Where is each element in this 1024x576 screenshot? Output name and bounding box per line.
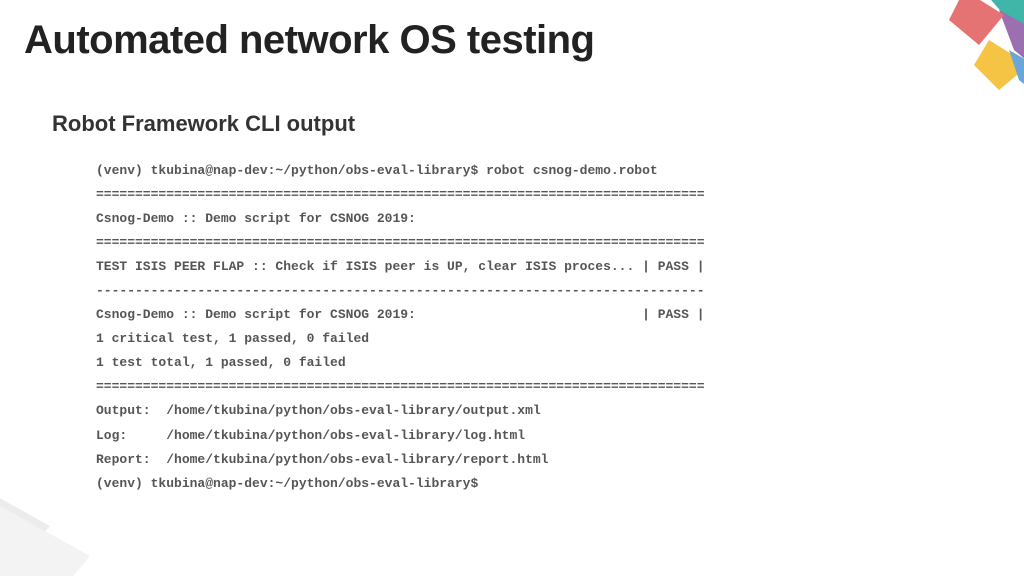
- cli-output-block: (venv) tkubina@nap-dev:~/python/obs-eval…: [96, 159, 1000, 496]
- cli-line: (venv) tkubina@nap-dev:~/python/obs-eval…: [96, 163, 658, 178]
- section-subtitle: Robot Framework CLI output: [52, 111, 1000, 137]
- cli-line: Csnog-Demo :: Demo script for CSNOG 2019…: [96, 307, 705, 322]
- cli-line: (venv) tkubina@nap-dev:~/python/obs-eval…: [96, 476, 478, 491]
- cli-line: Report: /home/tkubina/python/obs-eval-li…: [96, 452, 548, 467]
- cli-line: ========================================…: [96, 235, 705, 250]
- page-title: Automated network OS testing: [24, 18, 1000, 63]
- cli-line: ----------------------------------------…: [96, 283, 705, 298]
- cli-line: ========================================…: [96, 187, 705, 202]
- cli-line: ========================================…: [96, 379, 705, 394]
- slide: Automated network OS testing Robot Frame…: [0, 0, 1024, 576]
- cli-line: 1 test total, 1 passed, 0 failed: [96, 355, 346, 370]
- cli-line: TEST ISIS PEER FLAP :: Check if ISIS pee…: [96, 259, 705, 274]
- cli-line: 1 critical test, 1 passed, 0 failed: [96, 331, 369, 346]
- cli-line: Csnog-Demo :: Demo script for CSNOG 2019…: [96, 211, 416, 226]
- cli-line: Log: /home/tkubina/python/obs-eval-libra…: [96, 428, 525, 443]
- cli-line: Output: /home/tkubina/python/obs-eval-li…: [96, 403, 541, 418]
